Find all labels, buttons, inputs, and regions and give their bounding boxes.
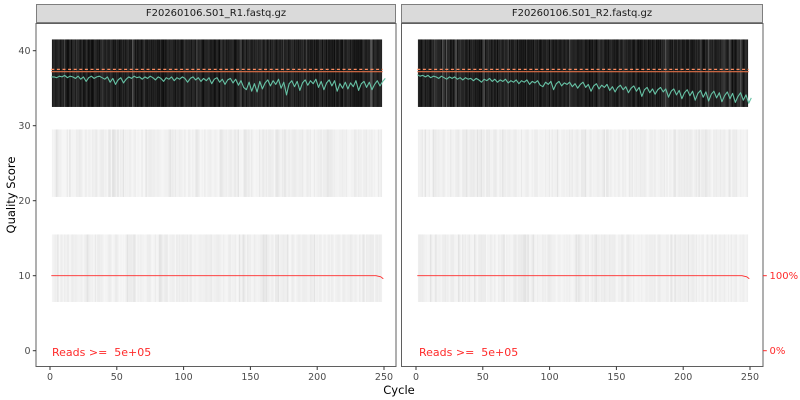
panel-r2: 0 50 100 150 200 250 <box>401 23 764 383</box>
svg-text:50: 50 <box>111 372 123 383</box>
x-axis-title: Cycle <box>383 383 415 397</box>
svg-text:0: 0 <box>24 346 30 357</box>
panel-r1: 0 50 100 150 200 250 <box>35 23 397 383</box>
facet-title-r2: F20260106.S01_R2.fastq.gz <box>401 4 763 23</box>
svg-text:150: 150 <box>607 372 625 383</box>
reads-annotation-r2: Reads >= 5e+05 <box>419 346 519 359</box>
svg-text:100: 100 <box>175 372 193 383</box>
svg-text:250: 250 <box>741 372 759 383</box>
y-axis-title: Quality Score <box>4 156 18 234</box>
svg-text:200: 200 <box>308 372 326 383</box>
svg-text:0%: 0% <box>770 346 786 357</box>
svg-text:50: 50 <box>477 372 489 383</box>
svg-text:0: 0 <box>413 372 419 383</box>
svg-text:200: 200 <box>674 372 692 383</box>
svg-text:250: 250 <box>375 372 393 383</box>
svg-text:20: 20 <box>18 196 30 207</box>
svg-text:100%: 100% <box>770 271 799 282</box>
facet-title-r1: F20260106.S01_R1.fastq.gz <box>36 4 396 23</box>
reads-annotation-r1: Reads >= 5e+05 <box>52 346 152 359</box>
svg-text:0: 0 <box>47 372 53 383</box>
svg-text:100: 100 <box>541 372 559 383</box>
svg-text:10: 10 <box>18 271 30 282</box>
svg-text:40: 40 <box>18 46 30 57</box>
svg-text:30: 30 <box>18 121 30 132</box>
svg-text:150: 150 <box>241 372 259 383</box>
